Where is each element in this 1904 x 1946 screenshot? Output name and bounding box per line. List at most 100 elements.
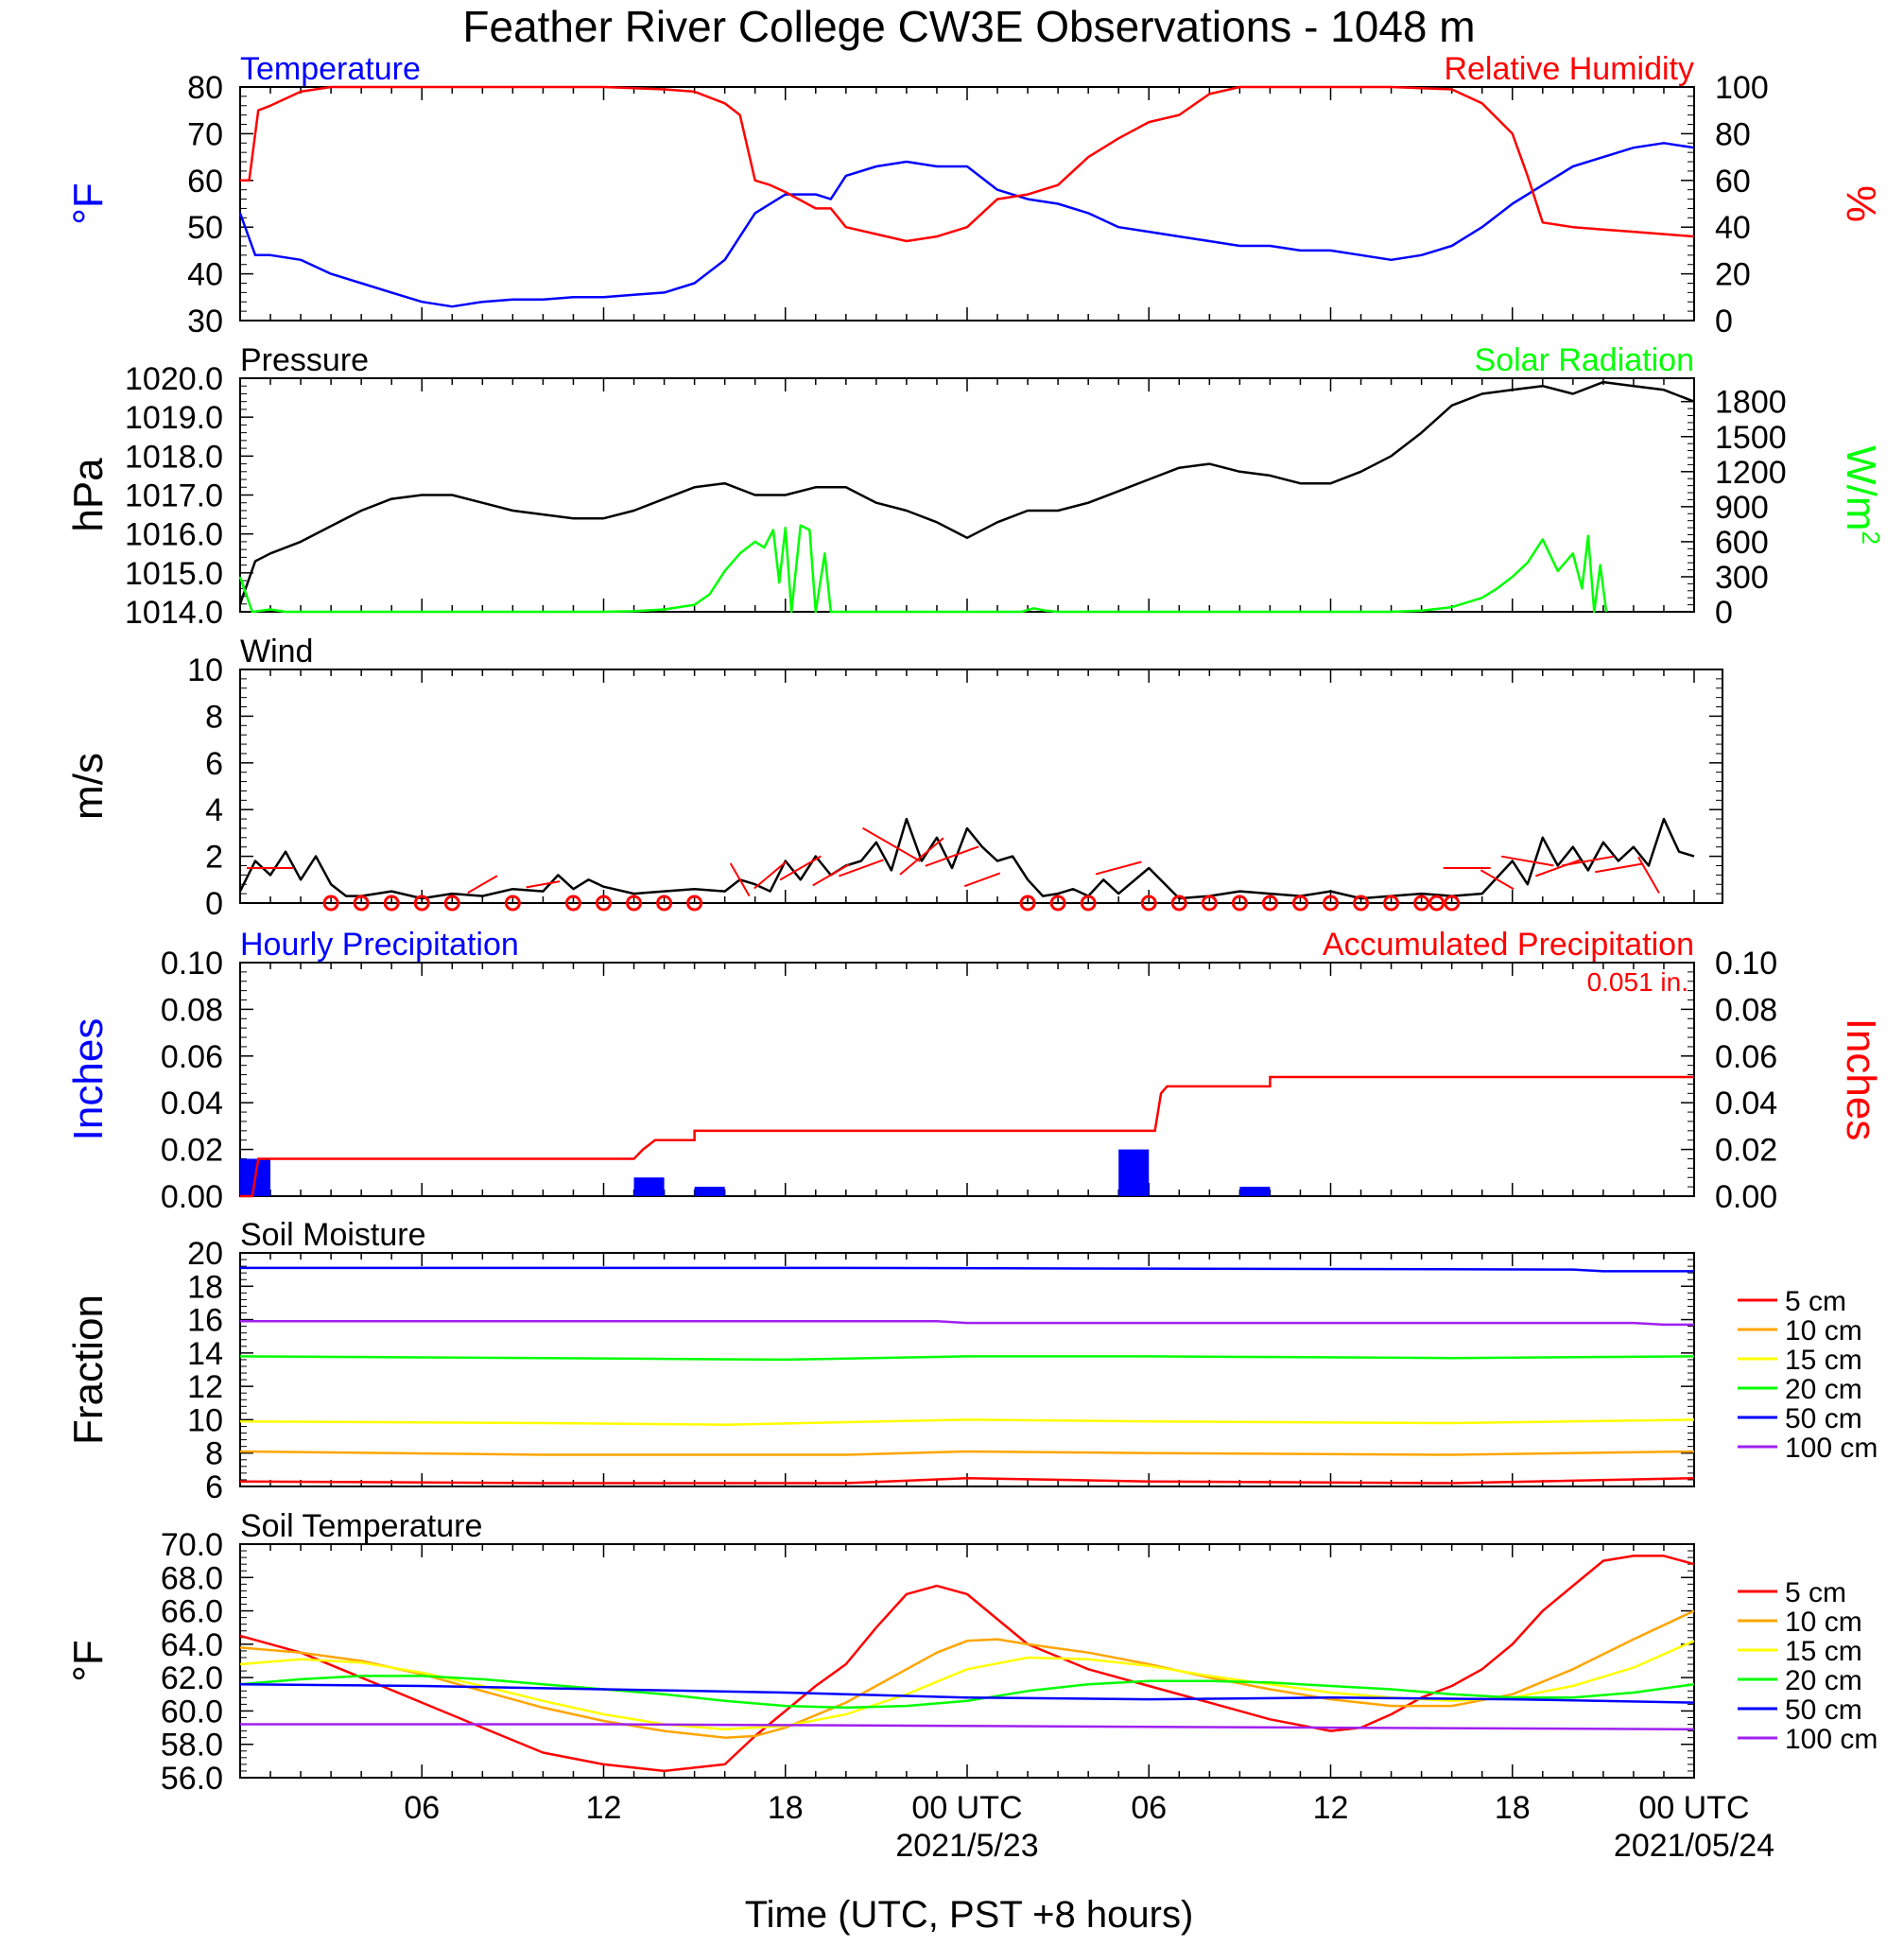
y-tick-label: 70.0: [161, 1527, 223, 1563]
y-tick-label: 1017.0: [125, 478, 223, 514]
legend-label: 10 cm: [1785, 1607, 1862, 1638]
legend-label: 15 cm: [1785, 1636, 1862, 1667]
legend-label: 15 cm: [1785, 1345, 1862, 1376]
x-tick-label: 12: [586, 1790, 622, 1826]
y-right-tick-label: 1800: [1715, 385, 1787, 421]
calm-wind-marker: [1444, 895, 1461, 912]
wind-barb: [779, 855, 822, 881]
y-tick-label: 66.0: [161, 1594, 223, 1630]
panel-frame: [239, 1543, 1695, 1779]
calm-wind-marker: [1170, 895, 1187, 912]
y-tick-label: 50: [187, 210, 223, 246]
calm-wind-marker: [353, 895, 370, 912]
y-right-tick-label: 0.02: [1715, 1133, 1777, 1169]
calm-wind-marker: [322, 895, 339, 912]
panel-frame: [239, 377, 1695, 613]
legend-label: 10 cm: [1785, 1315, 1862, 1347]
y-axis-label-left: m/s: [65, 753, 112, 820]
y-right-tick-label: 60: [1715, 164, 1751, 200]
y-tick-label: 2: [205, 840, 223, 876]
y-axis-label-right: W/m2: [1838, 445, 1885, 545]
y-tick-label: 62.0: [161, 1660, 223, 1696]
y-tick-label: 60: [187, 164, 223, 200]
y-tick-label: 0.08: [161, 992, 223, 1028]
y-tick-label: 68.0: [161, 1560, 223, 1596]
y-right-tick-label: 100: [1715, 70, 1769, 106]
calm-wind-marker: [1413, 895, 1430, 912]
y-tick-label: 64.0: [161, 1627, 223, 1663]
series-line-pressure: [238, 380, 1695, 605]
x-date-label: 2021/05/24: [1614, 1828, 1774, 1864]
y-tick-label: 60.0: [161, 1694, 223, 1729]
y-tick-label: 56.0: [161, 1761, 223, 1797]
y-tick-label: 58.0: [161, 1728, 223, 1764]
wind-barb: [963, 872, 1001, 888]
y-axis-label-left: Inches: [65, 1018, 112, 1141]
y-right-tick-label: 40: [1715, 210, 1751, 246]
calm-wind-marker: [686, 895, 703, 912]
series-line-15-cm: [239, 1418, 1695, 1426]
wind-barb: [1480, 869, 1515, 891]
x-tick-label: 18: [1495, 1790, 1531, 1826]
x-tick-label: 06: [1131, 1790, 1167, 1826]
calm-wind-marker: [443, 895, 460, 912]
legend-label: 20 cm: [1785, 1665, 1862, 1696]
calm-wind-marker: [1201, 895, 1218, 912]
series-line-20-cm: [239, 1355, 1695, 1362]
y-right-tick-label: 1200: [1715, 455, 1787, 491]
wind-barb: [526, 880, 561, 889]
y-right-tick-label: 0: [1715, 595, 1733, 631]
legend-label: 20 cm: [1785, 1374, 1862, 1405]
series-line-relative-humidity: [240, 85, 1695, 243]
series-line-temperature: [238, 142, 1695, 308]
wind-barb: [839, 859, 884, 877]
calm-wind-marker: [1080, 895, 1097, 912]
wind-barb: [899, 837, 944, 876]
accumulated-precip-line: [240, 1075, 1694, 1198]
panel-right-title: Solar Radiation: [1475, 342, 1694, 378]
hourly-precip-bar: [1118, 1149, 1150, 1196]
wind-barb: [862, 826, 921, 862]
y-axis-label-right: Inches: [1838, 1018, 1884, 1141]
panel-2: 0 2 4 6 8 10 Wind m/s: [65, 634, 1723, 922]
y-tick-label: 1015.0: [125, 556, 223, 592]
calm-wind-marker: [1231, 895, 1248, 912]
wind-barb: [1501, 855, 1554, 867]
legend-label: 50 cm: [1785, 1694, 1862, 1726]
hourly-precip-bar: [1239, 1187, 1271, 1196]
series-line-5-cm: [239, 1476, 1695, 1485]
wind-barb: [1595, 862, 1642, 874]
legend-label: 5 cm: [1785, 1577, 1846, 1608]
legend-label: 5 cm: [1785, 1286, 1846, 1317]
panel-1: 1014.01015.01016.01017.01018.01019.01020…: [65, 342, 1885, 631]
panel-frame: [239, 86, 1695, 321]
x-tick-label: 18: [768, 1790, 804, 1826]
x-tick-label: 00 UTC: [1638, 1790, 1749, 1826]
y-tick-label: 14: [187, 1336, 223, 1372]
calm-wind-marker: [1383, 895, 1400, 912]
y-tick-label: 0.06: [161, 1039, 223, 1075]
series-line-wind: [238, 817, 1695, 900]
chart-title: Feather River College CW3E Observations …: [462, 2, 1475, 51]
y-tick-label: 0.04: [161, 1086, 223, 1121]
y-tick-label: 1020.0: [125, 361, 223, 397]
y-tick-label: 1016.0: [125, 517, 223, 553]
y-tick-label: 1019.0: [125, 400, 223, 436]
hourly-precip-bar: [694, 1187, 725, 1196]
panel-left-title: Hourly Precipitation: [240, 927, 519, 963]
panel-frame: [239, 962, 1695, 1197]
series-line-100-cm: [240, 1320, 1694, 1327]
calm-wind-marker: [1323, 895, 1339, 912]
wind-barb: [925, 845, 979, 867]
calm-wind-marker: [1140, 895, 1157, 912]
wind-barb: [1095, 860, 1142, 876]
panel-3: 0.00 0.02 0.04 0.06 0.08 0.10 0.00 0.02 0.04 0.06…: [65, 927, 1884, 1215]
panel-0: 30 40 50 60 70 80 0 20 40 60 80 100 Temperature Relat…: [65, 51, 1884, 339]
y-tick-label: 0: [205, 886, 223, 922]
y-tick-label: 40: [187, 257, 223, 293]
series-line-50-cm: [240, 1266, 1694, 1273]
x-tick-label: 00 UTC: [911, 1790, 1022, 1826]
series-line-5-cm: [239, 1555, 1695, 1773]
